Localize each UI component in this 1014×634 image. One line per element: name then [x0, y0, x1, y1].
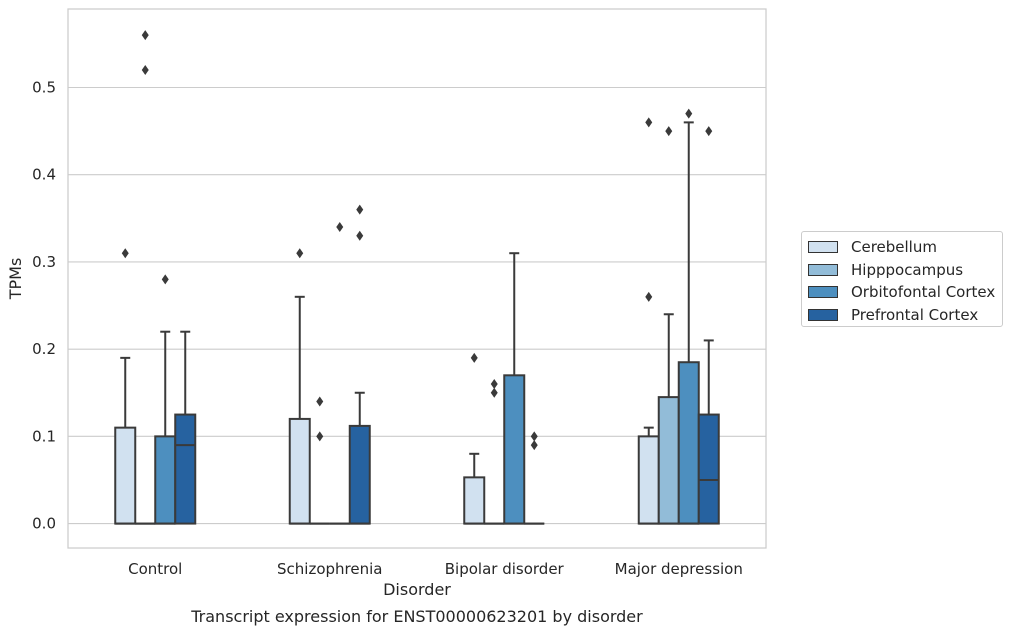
box-cerebellum	[114, 356, 137, 525]
y-tick-labels: 0.0 0.1 0.2 0.3 0.4 0.5	[32, 78, 56, 532]
outlier-point	[470, 352, 478, 363]
x-tick-label: Schizophrenia	[277, 560, 382, 578]
box-rect	[657, 396, 680, 525]
x-tick-labels: Control Schizophrenia Bipolar disorder Majo…	[128, 560, 743, 578]
plot-frame	[67, 8, 767, 549]
legend-item: Cerebellum	[808, 236, 996, 259]
box-orbitofontal-cortex	[154, 330, 177, 525]
outlier-point	[141, 65, 149, 76]
outlier-point	[121, 248, 129, 259]
legend-label: Prefrontal Cortex	[851, 305, 979, 324]
outlier-point	[685, 108, 693, 119]
x-tick-label: Major depression	[615, 560, 743, 578]
outlier-point	[141, 30, 149, 41]
box-rect	[154, 435, 177, 525]
legend-swatch	[808, 308, 838, 321]
y-tick-label: 0.4	[32, 166, 56, 184]
box-cerebellum	[288, 295, 311, 525]
outlier-point	[356, 204, 364, 215]
box-cerebellum	[637, 426, 660, 525]
outliers-layer	[121, 30, 713, 451]
legend-swatch	[808, 263, 838, 276]
x-tick-label: Control	[128, 560, 182, 578]
outlier-point	[161, 274, 169, 285]
outlier-point	[490, 387, 498, 398]
chart-caption: Transcript expression for ENST0000062320…	[190, 607, 643, 626]
box-orbitofontal-cortex	[677, 121, 700, 525]
box-rect	[503, 374, 526, 525]
y-tick-label: 0.3	[32, 253, 56, 271]
outlier-point	[316, 396, 324, 407]
outlier-point	[665, 126, 673, 137]
legend-swatch	[808, 241, 838, 254]
outlier-point	[336, 222, 344, 233]
legend-label: Cerebellum	[851, 238, 937, 257]
x-axis-label: Disorder	[383, 580, 451, 599]
y-tick-label: 0.0	[32, 515, 56, 533]
box-rect	[697, 413, 720, 525]
y-tick-label: 0.5	[32, 78, 56, 96]
box-rect	[288, 417, 311, 525]
outlier-point	[490, 379, 498, 390]
outlier-point	[296, 248, 304, 259]
legend-label: Hipppocampus	[851, 260, 964, 279]
outlier-point	[705, 126, 713, 137]
legend: Cerebellum Hipppocampus Orbitofontal Corte…	[801, 231, 1003, 327]
legend-label: Orbitofontal Cortex	[851, 283, 996, 302]
box-rect	[463, 476, 486, 525]
box-rect	[637, 435, 660, 525]
outlier-point	[356, 230, 364, 241]
box-prefrontal-cortex	[174, 330, 197, 525]
box-rect	[348, 424, 371, 525]
box-cerebellum	[463, 452, 486, 525]
y-axis-label: TPMs	[6, 258, 25, 301]
outlier-point	[530, 440, 538, 451]
box-prefrontal-cortex	[348, 391, 371, 525]
legend-item: Prefrontal Cortex	[808, 304, 996, 327]
box-rect	[174, 413, 197, 525]
outlier-point	[316, 431, 324, 442]
outlier-point	[645, 117, 653, 128]
box-rect	[677, 361, 700, 525]
legend-swatch	[808, 286, 838, 299]
outlier-point	[530, 431, 538, 442]
legend-item: Hipppocampus	[808, 259, 996, 282]
box-rect	[114, 426, 137, 525]
boxes-layer	[114, 121, 720, 525]
legend-item: Orbitofontal Cortex	[808, 281, 996, 304]
y-tick-label: 0.1	[32, 427, 56, 445]
y-tick-label: 0.2	[32, 340, 56, 358]
box-orbitofontal-cortex	[503, 252, 526, 525]
box-prefrontal-cortex	[697, 339, 720, 525]
outlier-point	[645, 291, 653, 302]
box-hipppocampus	[657, 313, 680, 525]
x-tick-label: Bipolar disorder	[445, 560, 565, 578]
